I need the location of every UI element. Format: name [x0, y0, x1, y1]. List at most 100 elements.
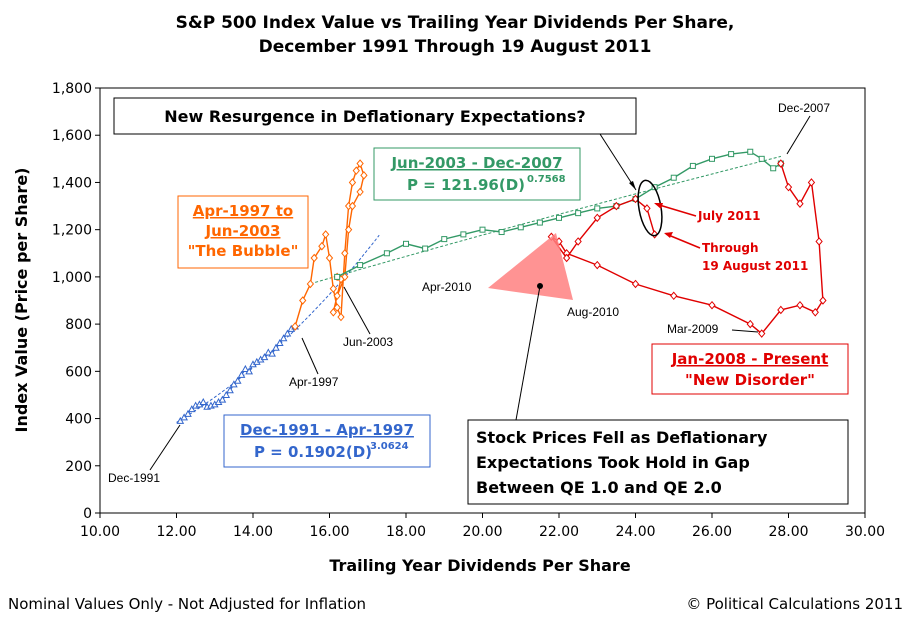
data-point: [325, 253, 334, 263]
resurgence-annotation: New Resurgence in Deflationary Expectati…: [113, 97, 663, 237]
y-tick-label: 400: [65, 412, 92, 428]
y-tick-label: 1,000: [52, 270, 92, 286]
data-point: [777, 159, 785, 168]
data-point: [593, 260, 601, 270]
label-through-1: Through: [702, 241, 759, 255]
data-point: [689, 162, 696, 169]
data-point: [329, 284, 337, 293]
data-point: [237, 370, 246, 378]
x-tick-label: 24.00: [615, 524, 655, 540]
svg-text:Dec-1991 - Apr-1997: Dec-1991 - Apr-1997: [240, 421, 414, 439]
y-tick-label: 800: [65, 317, 92, 333]
svg-text:Stock Prices Fell as Deflation: Stock Prices Fell as Deflationary: [476, 428, 768, 447]
data-point: [747, 148, 754, 155]
data-point: [283, 329, 292, 337]
data-point: [352, 166, 360, 175]
data-point: [337, 312, 345, 322]
data-point: [562, 253, 571, 263]
label-july2011: July 2011: [697, 209, 761, 223]
svg-text:P = 121.96(D): P = 121.96(D): [407, 176, 525, 194]
data-point: [241, 364, 250, 372]
data-point: [187, 405, 196, 413]
data-point: [299, 296, 307, 305]
svg-text:Jun-2003 - Dec-2007: Jun-2003 - Dec-2007: [390, 154, 562, 172]
label-apr1997: Apr-1997: [289, 375, 339, 389]
data-point: [460, 231, 467, 238]
data-point: [770, 165, 777, 172]
data-point: [728, 151, 735, 158]
data-point: [709, 155, 715, 162]
data-point: [184, 409, 192, 417]
data-point: [643, 204, 651, 213]
label-apr2010: Apr-2010: [422, 280, 472, 294]
svg-text:0.7568: 0.7568: [527, 174, 566, 185]
data-point: [279, 334, 288, 342]
data-point: [318, 241, 326, 251]
x-tick-label: 12.00: [156, 524, 196, 540]
data-point: [272, 343, 280, 351]
data-point: [815, 237, 823, 246]
x-tick-label: 28.00: [768, 524, 808, 540]
data-point: [218, 395, 227, 403]
y-tick-label: 1,400: [52, 175, 92, 191]
svg-text:3.0624: 3.0624: [370, 441, 409, 452]
data-point: [574, 237, 582, 246]
data-point: [333, 303, 341, 312]
data-point: [796, 199, 804, 208]
data-point: [403, 240, 409, 247]
data-point: [593, 213, 601, 223]
data-point: [268, 349, 276, 357]
qe-gap-annotation: Stock Prices Fell as Deflationary Expect…: [467, 233, 849, 505]
footer-note: Nominal Values Only - Not Adjusted for I…: [8, 595, 366, 613]
y-tick-label: 1,800: [52, 81, 92, 97]
series-3: [547, 159, 827, 338]
data-point: [344, 225, 353, 234]
data-series: [176, 148, 827, 424]
data-point: [594, 205, 601, 212]
data-point: [360, 171, 368, 180]
data-point: [275, 338, 284, 346]
data-point: [536, 219, 543, 226]
data-point: [356, 187, 364, 197]
x-tick-label: 30.00: [845, 524, 885, 540]
data-point: [226, 386, 234, 394]
data-point: [441, 236, 448, 243]
data-point: [575, 210, 582, 217]
fit-annotation-blue: Dec-1991 - Apr-1997 P = 0.1902(D) 3.0624: [223, 414, 431, 468]
data-point: [556, 214, 562, 221]
data-point: [670, 174, 677, 181]
svg-text:Between QE 1.0 and QE 2.0: Between QE 1.0 and QE 2.0: [476, 478, 722, 497]
label-dec2007: Dec-2007: [778, 101, 830, 115]
svg-text:Jan-2008 - Present: Jan-2008 - Present: [671, 350, 829, 368]
data-point: [245, 367, 254, 375]
data-point: [517, 224, 524, 231]
data-point: [329, 308, 337, 317]
x-tick-label: 26.00: [692, 524, 732, 540]
data-point: [631, 279, 640, 289]
data-point: [819, 296, 827, 305]
label-through-2: 19 August 2011: [702, 259, 808, 273]
data-point: [746, 319, 754, 329]
data-point: [807, 178, 816, 187]
x-tick-label: 22.00: [539, 524, 579, 540]
x-tick-label: 20.00: [462, 524, 502, 540]
label-mar2009: Mar-2009: [667, 322, 719, 336]
data-point: [811, 308, 819, 317]
svg-text:"New Disorder": "New Disorder": [685, 371, 815, 389]
svg-text:Apr-1997 to: Apr-1997 to: [193, 202, 293, 220]
svg-text:New Resurgence in Deflationary: New Resurgence in Deflationary Expectati…: [164, 107, 585, 126]
data-point: [180, 413, 188, 421]
data-point: [612, 201, 621, 211]
y-tick-label: 600: [65, 364, 92, 380]
data-point: [479, 226, 486, 233]
data-point: [498, 229, 505, 236]
bubble-annotation: Apr-1997 to Jun-2003 "The Bubble": [177, 195, 309, 269]
data-point: [199, 397, 208, 406]
y-tick-label: 200: [65, 459, 92, 475]
disorder-annotation: Jan-2008 - Present "New Disorder": [651, 343, 849, 395]
data-point: [356, 159, 364, 168]
data-point: [260, 353, 269, 361]
data-point: [222, 390, 231, 398]
data-point: [758, 329, 766, 338]
